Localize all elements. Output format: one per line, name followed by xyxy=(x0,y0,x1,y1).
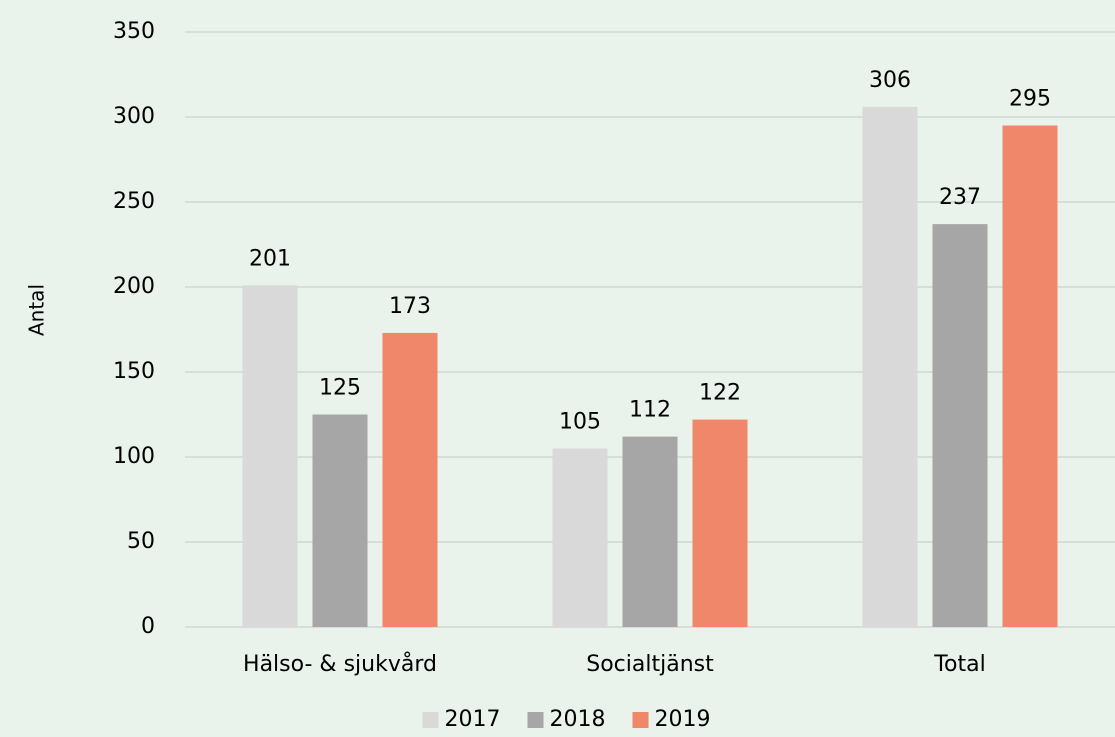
legend-label: 2017 xyxy=(445,707,501,732)
y-tick-label: 200 xyxy=(113,274,155,299)
y-tick-label: 50 xyxy=(127,529,155,554)
bar xyxy=(382,332,438,627)
legend-swatch xyxy=(632,712,649,728)
x-tick-label: Total xyxy=(933,652,985,677)
data-label: 237 xyxy=(939,185,981,210)
bar xyxy=(622,436,678,627)
data-label: 122 xyxy=(699,381,741,406)
y-axis-title: Antal xyxy=(25,284,49,336)
bar xyxy=(1002,125,1058,627)
data-label: 295 xyxy=(1009,87,1051,112)
x-tick-label: Hälso- & sjukvård xyxy=(243,651,437,677)
y-tick-label: 250 xyxy=(113,189,155,214)
bar xyxy=(242,285,298,627)
legend-swatch xyxy=(527,712,544,728)
data-label: 201 xyxy=(249,246,291,271)
data-label: 112 xyxy=(629,398,671,423)
data-label: 173 xyxy=(389,294,431,319)
bar xyxy=(312,414,368,627)
legend-label: 2018 xyxy=(550,707,606,732)
bar xyxy=(932,224,988,627)
bar xyxy=(552,448,608,627)
data-label: 306 xyxy=(869,68,911,93)
y-tick-label: 300 xyxy=(113,104,155,129)
y-tick-label: 150 xyxy=(113,359,155,384)
legend-label: 2019 xyxy=(655,707,711,732)
y-tick-label: 100 xyxy=(113,444,155,469)
bar xyxy=(692,419,748,627)
y-tick-label: 350 xyxy=(113,19,155,44)
data-label: 105 xyxy=(559,410,601,435)
data-label: 125 xyxy=(319,376,361,401)
legend-swatch xyxy=(422,712,439,728)
x-tick-label: Socialtjänst xyxy=(586,652,714,677)
bar xyxy=(862,106,918,628)
y-tick-label: 0 xyxy=(141,614,155,639)
